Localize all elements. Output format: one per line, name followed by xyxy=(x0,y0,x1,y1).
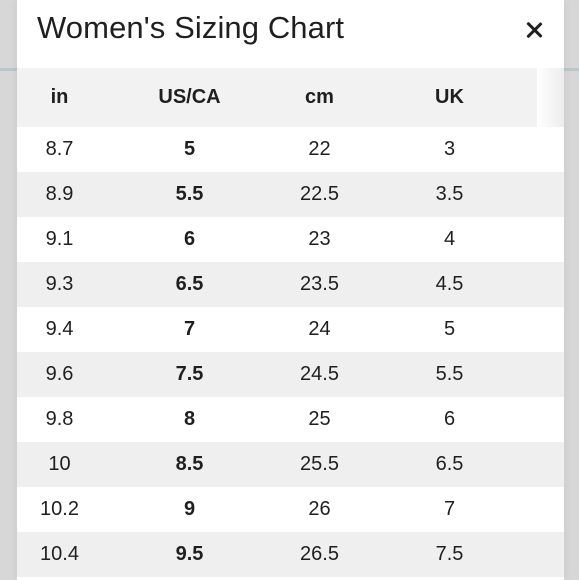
cell-in: 10 xyxy=(17,442,102,487)
scroll-fade xyxy=(537,442,564,487)
modal-title: Women's Sizing Chart xyxy=(37,10,345,45)
sizing-chart-modal: Women's Sizing Chart in US/CA cm UK xyxy=(17,0,564,580)
cell-in: 9.8 xyxy=(17,397,102,442)
scroll-fade xyxy=(537,397,564,442)
cell-uk: 7 xyxy=(362,487,537,532)
cell-uk: 7.5 xyxy=(362,532,537,577)
cell-in: 9.3 xyxy=(17,262,102,307)
table-row: 9.1 6 23 4 xyxy=(17,217,564,262)
scroll-fade xyxy=(537,307,564,352)
table-row: 8.7 5 22 3 xyxy=(17,127,564,172)
cell-uk: 3 xyxy=(362,127,537,172)
cell-cm: 23.5 xyxy=(277,262,362,307)
cell-cm: 24.5 xyxy=(277,352,362,397)
cell-in: 9.4 xyxy=(17,307,102,352)
cell-us-ca: 9.5 xyxy=(102,532,277,577)
sizing-table-container: in US/CA cm UK 8.7 5 22 3 8.9 5.5 xyxy=(17,68,564,577)
cell-uk: 3.5 xyxy=(362,172,537,217)
table-row: 10 8.5 25.5 6.5 xyxy=(17,442,564,487)
table-header: in US/CA cm UK xyxy=(17,68,564,127)
column-header-us-ca: US/CA xyxy=(102,68,277,127)
cell-cm: 26.5 xyxy=(277,532,362,577)
cell-uk: 4.5 xyxy=(362,262,537,307)
cell-us-ca: 5 xyxy=(102,127,277,172)
table-row: 9.8 8 25 6 xyxy=(17,397,564,442)
scroll-fade xyxy=(537,532,564,577)
table-row: 9.4 7 24 5 xyxy=(17,307,564,352)
close-icon[interactable] xyxy=(522,18,546,42)
cell-us-ca: 8.5 xyxy=(102,442,277,487)
cell-us-ca: 7.5 xyxy=(102,352,277,397)
cell-cm: 24 xyxy=(277,307,362,352)
cell-in: 9.6 xyxy=(17,352,102,397)
table-row: 10.4 9.5 26.5 7.5 xyxy=(17,532,564,577)
scroll-fade xyxy=(537,217,564,262)
cell-in: 9.1 xyxy=(17,217,102,262)
column-header-cm: cm xyxy=(277,68,362,127)
cell-cm: 26 xyxy=(277,487,362,532)
scroll-fade xyxy=(537,262,564,307)
cell-cm: 25.5 xyxy=(277,442,362,487)
cell-uk: 6.5 xyxy=(362,442,537,487)
cell-us-ca: 8 xyxy=(102,397,277,442)
cell-us-ca: 7 xyxy=(102,307,277,352)
cell-us-ca: 9 xyxy=(102,487,277,532)
scroll-fade xyxy=(537,172,564,217)
cell-in: 10.2 xyxy=(17,487,102,532)
cell-us-ca: 6 xyxy=(102,217,277,262)
scroll-fade xyxy=(537,127,564,172)
cell-cm: 23 xyxy=(277,217,362,262)
cell-cm: 25 xyxy=(277,397,362,442)
scroll-fade xyxy=(537,487,564,532)
cell-us-ca: 6.5 xyxy=(102,262,277,307)
table-row: 9.3 6.5 23.5 4.5 xyxy=(17,262,564,307)
cell-in: 8.9 xyxy=(17,172,102,217)
cell-uk: 5.5 xyxy=(362,352,537,397)
cell-in: 10.4 xyxy=(17,532,102,577)
table-row: 9.6 7.5 24.5 5.5 xyxy=(17,352,564,397)
table-row: 8.9 5.5 22.5 3.5 xyxy=(17,172,564,217)
cell-in: 8.7 xyxy=(17,127,102,172)
cell-cm: 22.5 xyxy=(277,172,362,217)
column-header-in: in xyxy=(17,68,102,127)
cell-us-ca: 5.5 xyxy=(102,172,277,217)
scroll-fade xyxy=(537,68,564,127)
cell-uk: 5 xyxy=(362,307,537,352)
table-header-row: in US/CA cm UK xyxy=(17,68,564,127)
table-row: 10.2 9 26 7 xyxy=(17,487,564,532)
column-header-uk: UK xyxy=(362,68,537,127)
cell-uk: 6 xyxy=(362,397,537,442)
cell-cm: 22 xyxy=(277,127,362,172)
sizing-table: in US/CA cm UK 8.7 5 22 3 8.9 5.5 xyxy=(17,68,564,577)
table-body: 8.7 5 22 3 8.9 5.5 22.5 3.5 9.1 6 23 xyxy=(17,127,564,577)
scroll-fade xyxy=(537,352,564,397)
cell-uk: 4 xyxy=(362,217,537,262)
